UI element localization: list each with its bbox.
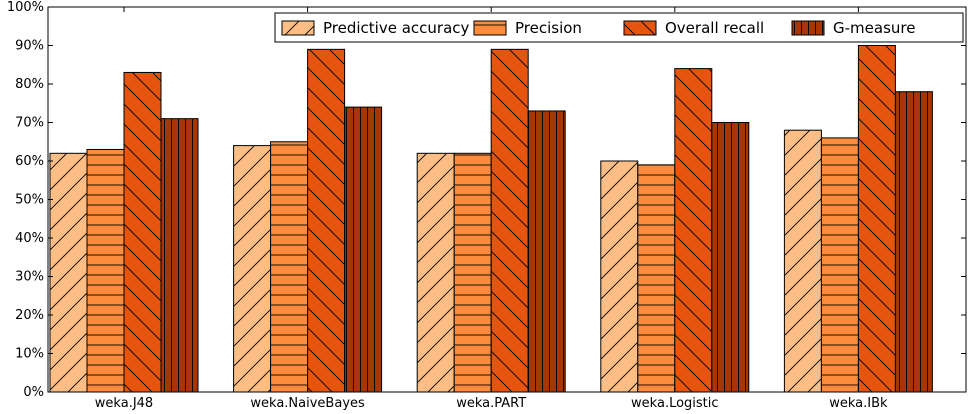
bar-hatch-precision-weka-naivebayes	[270, 141, 309, 393]
legend-label-overall-recall: Overall recall	[665, 19, 764, 37]
legend-label-g-measure: G-measure	[833, 19, 915, 37]
y-tick-label: 100%	[7, 0, 44, 15]
y-tick-label: 70%	[15, 116, 44, 131]
bar-hatch-overall-recall-weka-part	[490, 48, 529, 393]
y-tick-label: 20%	[15, 308, 44, 323]
y-tick-label: 30%	[15, 270, 44, 285]
y-tick-label: 90%	[15, 39, 44, 54]
bar-hatch-predictive-accuracy-weka-ibk	[783, 129, 822, 393]
y-tick-label: 60%	[15, 154, 44, 169]
y-tick-label: 40%	[15, 231, 44, 246]
bar-hatch-precision-weka-part	[453, 152, 492, 393]
x-tick-label-weka-ibk: weka.IBk	[829, 396, 888, 411]
y-axis: 0% 10% 20% 30% 40% 50% 60% 70% 80% 90% 100%	[7, 0, 966, 400]
bar-hatch-overall-recall-weka-logistic	[674, 68, 713, 393]
bar-hatch-overall-recall-weka-ibk	[857, 45, 896, 393]
y-tick-label: 10%	[15, 347, 44, 362]
legend-label-predictive-accuracy: Predictive accuracy	[323, 19, 470, 37]
bars-layer	[49, 45, 933, 393]
bar-hatch-predictive-accuracy-weka-naivebayes	[233, 145, 272, 393]
legend-swatch-predictive-accuracy	[281, 20, 315, 36]
y-tick-label: 80%	[15, 77, 44, 92]
y-tick-label: 0%	[23, 385, 44, 400]
bar-hatch-g-measure-weka-naivebayes	[344, 106, 383, 393]
bar-hatch-g-measure-weka-logistic	[711, 122, 750, 393]
bar-hatch-overall-recall-weka-j48	[123, 71, 162, 393]
bar-hatch-predictive-accuracy-weka-j48	[49, 152, 88, 393]
legend-box	[274, 12, 964, 43]
bar-hatch-precision-weka-logistic	[637, 164, 676, 393]
bar-hatch-g-measure-weka-j48	[160, 118, 199, 393]
bar-hatch-predictive-accuracy-weka-logistic	[600, 160, 639, 393]
bar-hatch-precision-weka-ibk	[820, 137, 859, 393]
x-tick-label-weka-j48: weka.J48	[95, 396, 153, 411]
y-tick-label: 50%	[15, 193, 44, 208]
x-axis: weka.J48 weka.NaiveBayes weka.PART weka.Log…	[95, 7, 888, 411]
x-tick-label-weka-logistic: weka.Logistic	[631, 396, 719, 411]
legend-swatch-g-measure	[791, 20, 825, 36]
bar-hatch-overall-recall-weka-naivebayes	[307, 48, 346, 393]
legend-swatch-precision	[473, 20, 507, 36]
x-tick-label-weka-naivebayes: weka.NaiveBayes	[250, 396, 365, 411]
bar-hatch-precision-weka-j48	[86, 148, 125, 393]
legend-swatch-overall-recall	[623, 20, 657, 36]
bar-hatch-g-measure-weka-ibk	[894, 91, 933, 393]
x-tick-label-weka-part: weka.PART	[456, 396, 526, 411]
legend: Predictive accuracy Precision Overall reca…	[274, 12, 964, 43]
legend-label-precision: Precision	[515, 19, 582, 37]
bar-hatch-g-measure-weka-part	[527, 110, 566, 393]
bar-hatch-predictive-accuracy-weka-part	[416, 152, 455, 393]
